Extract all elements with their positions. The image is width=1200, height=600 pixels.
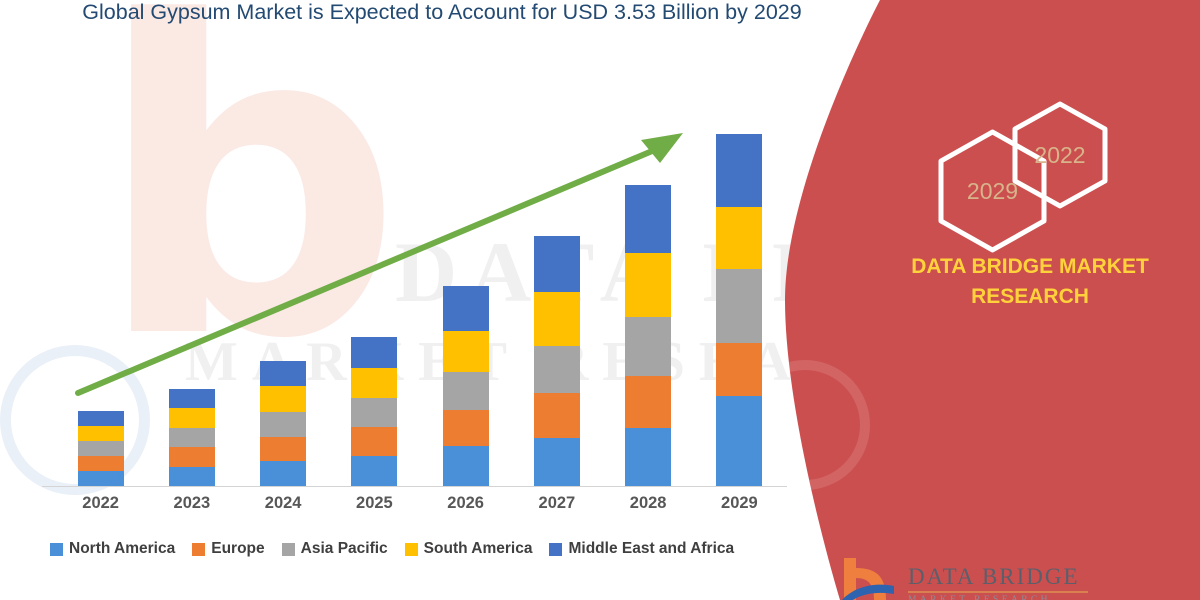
- tick-label-2025: 2025: [356, 494, 393, 512]
- logo-subtitle: MARKET RESEARCH: [908, 595, 1051, 600]
- legend-swatch: [50, 542, 63, 556]
- logo-divider: [908, 591, 1088, 593]
- tick-label-2028: 2028: [629, 494, 667, 512]
- segment-europe: [351, 427, 398, 456]
- legend-swatch: [192, 542, 206, 556]
- bar-2029[interactable]: [716, 134, 763, 486]
- segment-north-america: [533, 438, 580, 486]
- tick-label-2026: 2026: [447, 494, 484, 512]
- tick-label-2022: 2022: [82, 494, 119, 512]
- segment-middle-east-and-africa: [716, 134, 763, 207]
- chart-area: 2022 2023 2024 2025 2026 2027 2028 2029: [42, 120, 787, 520]
- legend-swatch: [404, 542, 418, 556]
- panel-heading: 2022 to 2029: [90, 0, 410, 6]
- right-red-panel: [780, 0, 1200, 600]
- segment-north-america: [442, 446, 489, 486]
- segment-asia-pacific: [260, 412, 307, 437]
- chart-title: Global Gypsum Market is Expected to Acco…: [82, 0, 802, 24]
- hexagon-2029-label: 2029: [966, 177, 1019, 204]
- segment-middle-east-and-africa: [77, 411, 124, 426]
- segment-asia-pacific: [716, 269, 763, 343]
- segment-middle-east-and-africa: [625, 185, 672, 253]
- segment-south-america: [77, 426, 124, 441]
- segment-europe: [442, 410, 489, 446]
- segment-south-america: [625, 253, 672, 317]
- brand-name: DATA BRIDGE MARKET RESEARCH: [911, 255, 1149, 308]
- segment-asia-pacific: [351, 398, 398, 427]
- tick-label-2027: 2027: [538, 494, 576, 512]
- tick-label-2024: 2024: [264, 494, 302, 512]
- segment-south-america: [260, 386, 307, 412]
- legend-item-south-america[interactable]: South America: [404, 540, 533, 558]
- hexagon-2022-label: 2022: [1034, 141, 1086, 168]
- bridge-logo-icon: [842, 558, 894, 600]
- bar-2028[interactable]: [625, 185, 672, 486]
- legend-label: Asia Pacific: [300, 540, 388, 557]
- hexagon-outline-icon: [1012, 101, 1108, 209]
- segment-north-america: [77, 471, 124, 486]
- segment-asia-pacific: [442, 372, 489, 410]
- segment-south-america: [168, 408, 215, 428]
- tick-label-2023: 2023: [173, 494, 211, 512]
- segment-middle-east-and-africa: [442, 286, 489, 331]
- hexagon-2029: 2029: [935, 128, 1050, 254]
- legend-swatch: [281, 542, 295, 556]
- segment-south-america: [351, 368, 398, 398]
- legend-item-europe[interactable]: Europe: [192, 540, 265, 558]
- tick-label-2029: 2029: [721, 494, 758, 512]
- segment-middle-east-and-africa: [533, 236, 580, 292]
- legend-label: Middle East and Africa: [568, 540, 735, 557]
- segment-north-america: [625, 428, 672, 486]
- bar-2027[interactable]: [533, 236, 580, 486]
- legend-label: North America: [69, 540, 176, 557]
- segment-south-america: [533, 292, 580, 346]
- plot-area: [55, 120, 785, 486]
- segment-asia-pacific: [533, 346, 580, 393]
- segment-europe: [533, 393, 580, 438]
- segment-north-america: [260, 461, 307, 486]
- segment-europe: [168, 447, 215, 467]
- segment-middle-east-and-africa: [260, 361, 307, 386]
- segment-north-america: [351, 456, 398, 486]
- legend-label: Europe: [211, 540, 265, 557]
- segment-south-america: [442, 331, 489, 372]
- segment-asia-pacific: [77, 441, 124, 456]
- legend-item-north-america[interactable]: North America: [50, 540, 175, 558]
- hexagon-outline-icon: [938, 129, 1047, 253]
- legend-label: South America: [423, 540, 533, 557]
- legend-item-asia-pacific[interactable]: Asia Pacific: [281, 540, 388, 558]
- x-axis-tick-labels: 2022 2023 2024 2025 2026 2027 2028 2029: [55, 494, 785, 520]
- data-bridge-logo: DATA BRIDGE MARKET RESEARCH: [840, 556, 1180, 600]
- segment-asia-pacific: [625, 317, 672, 376]
- bar-2024[interactable]: [260, 361, 307, 486]
- segment-south-america: [716, 207, 763, 269]
- segment-europe: [625, 376, 672, 428]
- x-axis-line: [42, 486, 787, 487]
- segment-middle-east-and-africa: [168, 389, 215, 408]
- segment-asia-pacific: [168, 428, 215, 447]
- legend-item-middle-east-and-africa[interactable]: Middle East and Africa: [549, 540, 734, 558]
- chart-legend: North America Europe Asia Pacific South Ame…: [50, 540, 790, 558]
- segment-europe: [77, 456, 124, 471]
- logo-text: DATA BRIDGE MARKET RESEARCH: [908, 556, 1088, 600]
- bar-2025[interactable]: [351, 337, 398, 486]
- segment-north-america: [716, 396, 763, 486]
- legend-swatch: [549, 542, 563, 556]
- bar-2022[interactable]: [77, 411, 124, 486]
- bar-2026[interactable]: [442, 286, 489, 486]
- segment-north-america: [168, 467, 215, 486]
- logo-title: DATA BRIDGE: [908, 564, 1080, 589]
- hexagon-2022: 2022: [1010, 100, 1110, 210]
- segment-middle-east-and-africa: [351, 337, 398, 368]
- segment-europe: [716, 343, 763, 396]
- bar-2023[interactable]: [168, 389, 215, 486]
- segment-europe: [260, 437, 307, 461]
